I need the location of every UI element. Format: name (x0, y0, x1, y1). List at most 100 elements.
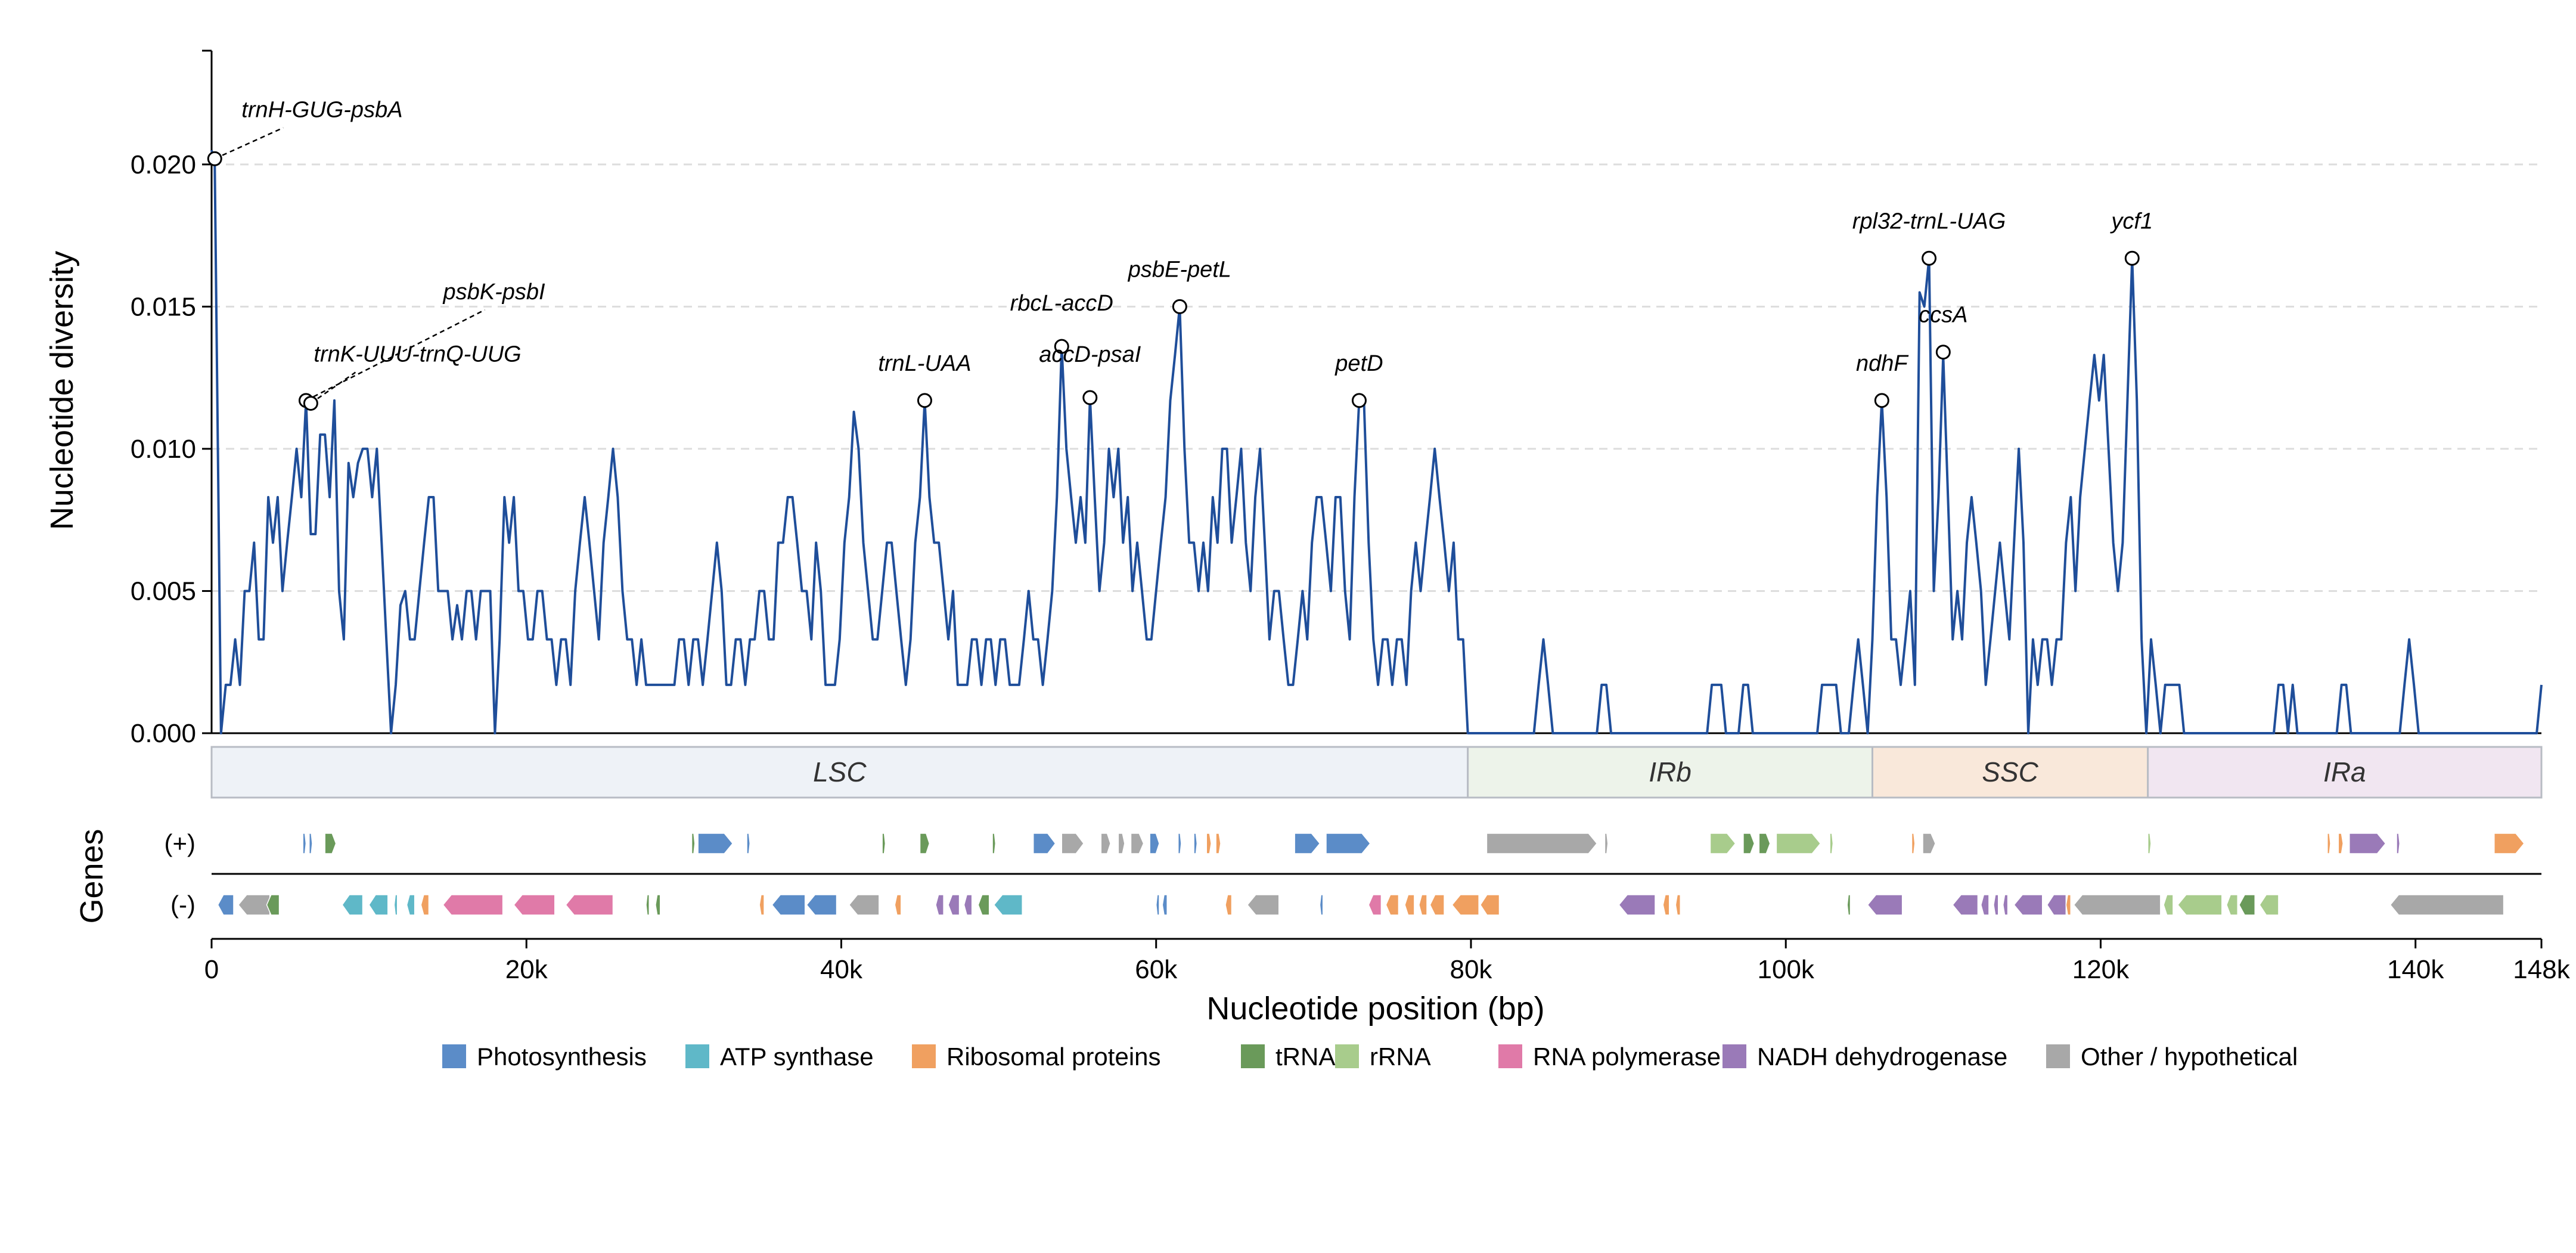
gene-block (1486, 833, 1598, 854)
gene-block (806, 894, 837, 916)
gene-block (1993, 894, 1999, 916)
region-ssc (1871, 746, 2149, 799)
gene-block (1776, 833, 1821, 854)
gene-block (1326, 833, 1371, 854)
gene-block (2073, 894, 2161, 916)
gene-block (1419, 894, 1427, 916)
peak-leader-line (214, 127, 284, 160)
legend-swatch (912, 1044, 936, 1068)
genome-regions-bar: LSC IRb SSC IRa (210, 746, 2543, 799)
legend-label: NADH dehydrogenase (1757, 1043, 2007, 1071)
gene-track: (+) (-) (165, 829, 2541, 919)
gene-block (1061, 833, 1085, 854)
gene-block (977, 894, 990, 916)
peak-label: rbcL-accD (1010, 291, 1113, 316)
gene-block (393, 894, 398, 916)
gene-block (1100, 833, 1111, 854)
gene-block (1743, 833, 1755, 854)
gene-block (1118, 833, 1125, 854)
gene-block (1368, 894, 1382, 916)
gene-block (1604, 833, 1609, 854)
legend-label: Other / hypothetical (2081, 1043, 2298, 1071)
gene-block (2163, 894, 2174, 916)
legend-label: Ribosomal proteins (946, 1043, 1161, 1071)
legend-label: RNA polymerase (1533, 1043, 1721, 1071)
region-label: LSC (813, 756, 867, 787)
legend-swatch (1498, 1044, 1522, 1068)
gene-block (1206, 833, 1212, 854)
gene-block (1130, 833, 1144, 854)
gene-block (2349, 833, 2386, 854)
peak-label: psbE-petL (1128, 257, 1231, 282)
gene-block (882, 833, 886, 854)
gene-block (848, 894, 880, 916)
x-tick-label: 0 (204, 955, 219, 984)
gene-block (217, 894, 234, 916)
peak-label: ccsA (1919, 303, 1967, 328)
gene-block (655, 894, 661, 916)
strand-label: (+) (165, 829, 196, 857)
gene-block (420, 894, 430, 916)
peak-marker (303, 396, 318, 411)
gene-block (565, 894, 614, 916)
y-axis: 0.000 0.005 0.010 0.015 0.020 (131, 49, 2541, 748)
legend-label: rRNA (1370, 1043, 1431, 1071)
grid-lines (212, 163, 2541, 592)
gene-block (963, 894, 973, 916)
gene-block (759, 894, 765, 916)
peak-label: trnK-UUU-trnQ-UUG (314, 342, 521, 367)
peak-marker (917, 393, 932, 408)
gene-block (1709, 833, 1736, 854)
peak-marker (1054, 339, 1069, 354)
y-axis-title: Nucleotide diversity (44, 251, 80, 530)
peak-label: rpl32-trnL-UAG (1852, 209, 2006, 234)
peak-marker (1874, 393, 1889, 408)
gene-track-title: Genes (74, 829, 110, 923)
gene-block (935, 894, 944, 916)
gene-block (324, 833, 337, 854)
peak-marker (1351, 393, 1367, 408)
gene-block (237, 894, 271, 916)
gene-block (2259, 894, 2279, 916)
gene-block (342, 894, 364, 916)
gene-block (1225, 894, 1233, 916)
region-label: SSC (1982, 756, 2038, 787)
gene-block (948, 894, 960, 916)
legend-swatch (1241, 1044, 1265, 1068)
gene-block (1911, 833, 1916, 854)
y-tick-label: 0.015 (131, 292, 196, 321)
gene-block (2002, 894, 2009, 916)
gene-block (1429, 894, 1445, 916)
gene-block (1246, 894, 1280, 916)
gene-block (771, 894, 806, 916)
gene-block (1319, 894, 1324, 916)
gene-block (1404, 894, 1415, 916)
gene-block (442, 894, 504, 916)
y-tick-label: 0.000 (131, 719, 196, 748)
gene-block (746, 833, 751, 854)
gene-block (894, 894, 902, 916)
gene-block (1952, 894, 1979, 916)
gene-block (406, 894, 415, 916)
legend-swatch (442, 1044, 466, 1068)
gene-block (1177, 833, 1182, 854)
gene-block (2389, 894, 2504, 916)
x-tick-label: 20k (505, 955, 548, 984)
gene-block (302, 833, 307, 854)
gene-block (1215, 833, 1221, 854)
peak-marker (1922, 250, 1937, 266)
gene-block (2226, 894, 2238, 916)
peak-leader-line (305, 309, 486, 401)
y-tick-label: 0.020 (131, 150, 196, 179)
region-label: IRa (2323, 756, 2366, 787)
gene-block (697, 833, 734, 854)
gene-block (1032, 833, 1056, 854)
gene-block (1451, 894, 1479, 916)
gene-block (2396, 833, 2401, 854)
peak-label: petD (1334, 351, 1383, 376)
peak-marker (1172, 299, 1187, 314)
peak-label: ndhF (1856, 351, 1908, 376)
legend-label: ATP synthase (720, 1043, 874, 1071)
gene-block (1867, 894, 1903, 916)
